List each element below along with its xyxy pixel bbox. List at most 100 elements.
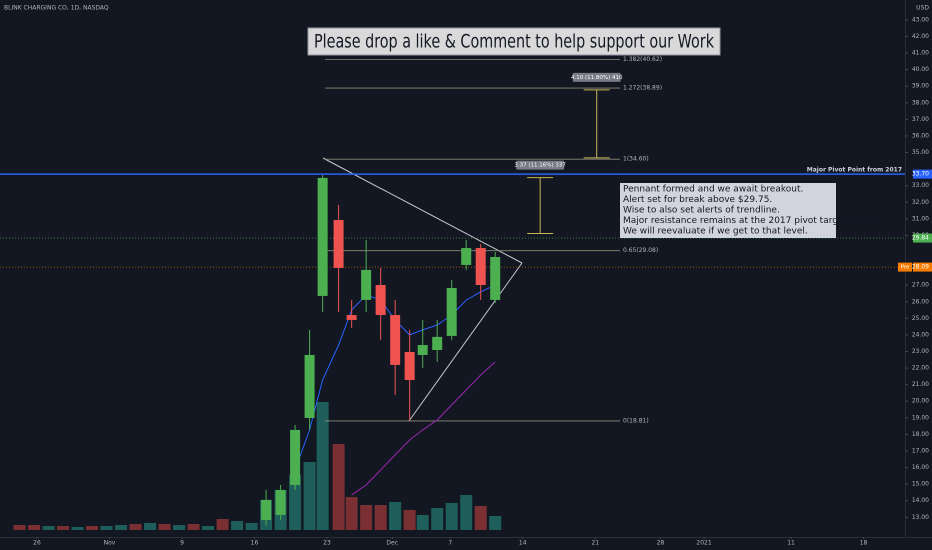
banner-box: [307, 27, 721, 56]
volume-layer: [13, 402, 502, 530]
volume-bar: [474, 506, 487, 530]
x-tick-label: 9: [180, 540, 184, 547]
volume-bar: [489, 516, 502, 530]
volume-bar: [416, 515, 429, 530]
fib-label: 1.382(40.62): [623, 56, 662, 63]
volume-bar: [216, 519, 229, 530]
volume-bar: [374, 505, 387, 530]
price-layer: [261, 174, 501, 525]
x-tick-label: 7: [448, 540, 452, 547]
candle-body: [261, 499, 272, 520]
y-tick-label: 43.00: [912, 16, 929, 23]
volume-bar: [158, 524, 171, 530]
volume-bar: [42, 526, 55, 530]
volume-bar: [13, 525, 26, 530]
x-tick-label: 18: [860, 540, 868, 547]
volume-bar: [71, 527, 84, 530]
x-tick-label: 11: [787, 540, 795, 547]
candle-body: [290, 429, 301, 485]
volume-bar: [460, 495, 473, 530]
price-tag-box: [913, 262, 932, 272]
annotation-line: Alert set for break above $29.75.: [623, 195, 772, 205]
moving-average-line: [351, 361, 496, 496]
candle-body: [446, 287, 457, 336]
measure-label-box: [516, 160, 565, 170]
y-tick-label: 22.00: [912, 365, 929, 372]
candle-body: [317, 177, 328, 296]
volume-bar: [28, 525, 41, 530]
volume-bar: [332, 444, 345, 530]
annotation-box: [620, 183, 836, 238]
volume-bar: [345, 497, 358, 530]
annotation-line: Major resistance remains at the 2017 piv…: [623, 216, 884, 226]
price-tag-box: [913, 233, 932, 243]
volume-bar: [100, 526, 113, 530]
candle-body: [432, 336, 443, 350]
price-tag-text: 28.09: [912, 264, 929, 271]
y-tick-label: 31.00: [912, 215, 929, 222]
volume-bar: [144, 523, 157, 530]
annotation-line: We will reevaluate if we get to that lev…: [623, 227, 808, 237]
candle-body: [304, 354, 315, 418]
x-tick-label: 2021: [696, 540, 711, 547]
y-tick-label: 13.00: [912, 514, 929, 521]
pivot-tag-text: 33.70: [912, 171, 929, 178]
volume-bar: [289, 475, 302, 530]
volume-bar: [129, 524, 142, 530]
volume-bar: [445, 503, 458, 530]
x-tick-label: Nov: [104, 540, 116, 547]
volume-bar: [173, 525, 186, 530]
volume-bar: [231, 521, 244, 530]
x-tick-label: 26: [33, 540, 41, 547]
y-tick-label: 41.00: [912, 50, 929, 57]
candle-body: [346, 315, 357, 320]
measure-label-box: [572, 72, 621, 82]
y-tick-label: 25.00: [912, 315, 929, 322]
volume-bar: [316, 402, 329, 530]
candle-body: [417, 345, 428, 355]
y-tick-label: 27.00: [912, 282, 929, 289]
volume-bar: [187, 524, 200, 530]
y-tick-label: 39.00: [912, 83, 929, 90]
pivot-name: Major Pivot Point from 2017: [807, 167, 902, 174]
x-tick-label: 28: [657, 540, 665, 547]
y-tick-label: 20.00: [912, 398, 929, 405]
volume-bar: [202, 526, 215, 530]
volume-bar: [403, 510, 416, 530]
pennant-lower-trendline: [408, 262, 523, 422]
fib-label: 0.65(29.08): [623, 247, 658, 254]
y-tick-label: 42.00: [912, 33, 929, 40]
session-tag-text: Pre: [901, 265, 910, 271]
y-tick-label: 24.00: [912, 331, 929, 338]
y-tick-label: 14.00: [912, 497, 929, 504]
y-tick-label: 38.00: [912, 99, 929, 106]
y-tick-label: 33.00: [912, 182, 929, 189]
annotation-line: Wise to also set alerts of trendline.: [623, 206, 780, 216]
x-tick-label: 23: [323, 540, 331, 547]
y-tick-label: 16.00: [912, 464, 929, 471]
banner-text: Please drop a like & Comment to help sup…: [314, 31, 714, 53]
volume-bar: [431, 508, 444, 530]
volume-bar: [360, 505, 373, 530]
price-tag-text: 29.84: [912, 235, 929, 242]
candle-body: [475, 248, 486, 286]
y-tick-label: 21.00: [912, 381, 929, 388]
volume-bar: [245, 523, 258, 530]
pivot-tag-box: [913, 169, 932, 179]
candle-body: [275, 489, 286, 515]
candle-body: [404, 351, 415, 381]
candle-body: [490, 256, 501, 300]
fib-label: 1(34.60): [623, 156, 649, 163]
x-tick-label: 21: [591, 540, 599, 547]
candle-body: [390, 315, 401, 365]
y-tick-label: 15.00: [912, 481, 929, 488]
fib-label: 0(18.81): [623, 417, 649, 424]
y-tick-label: 40.00: [912, 66, 929, 73]
x-tick-label: 16: [251, 540, 259, 547]
currency: USD: [916, 5, 929, 12]
candle-body: [461, 248, 472, 265]
y-tick-label: 17.00: [912, 447, 929, 454]
y-tick-label: 32.00: [912, 199, 929, 206]
